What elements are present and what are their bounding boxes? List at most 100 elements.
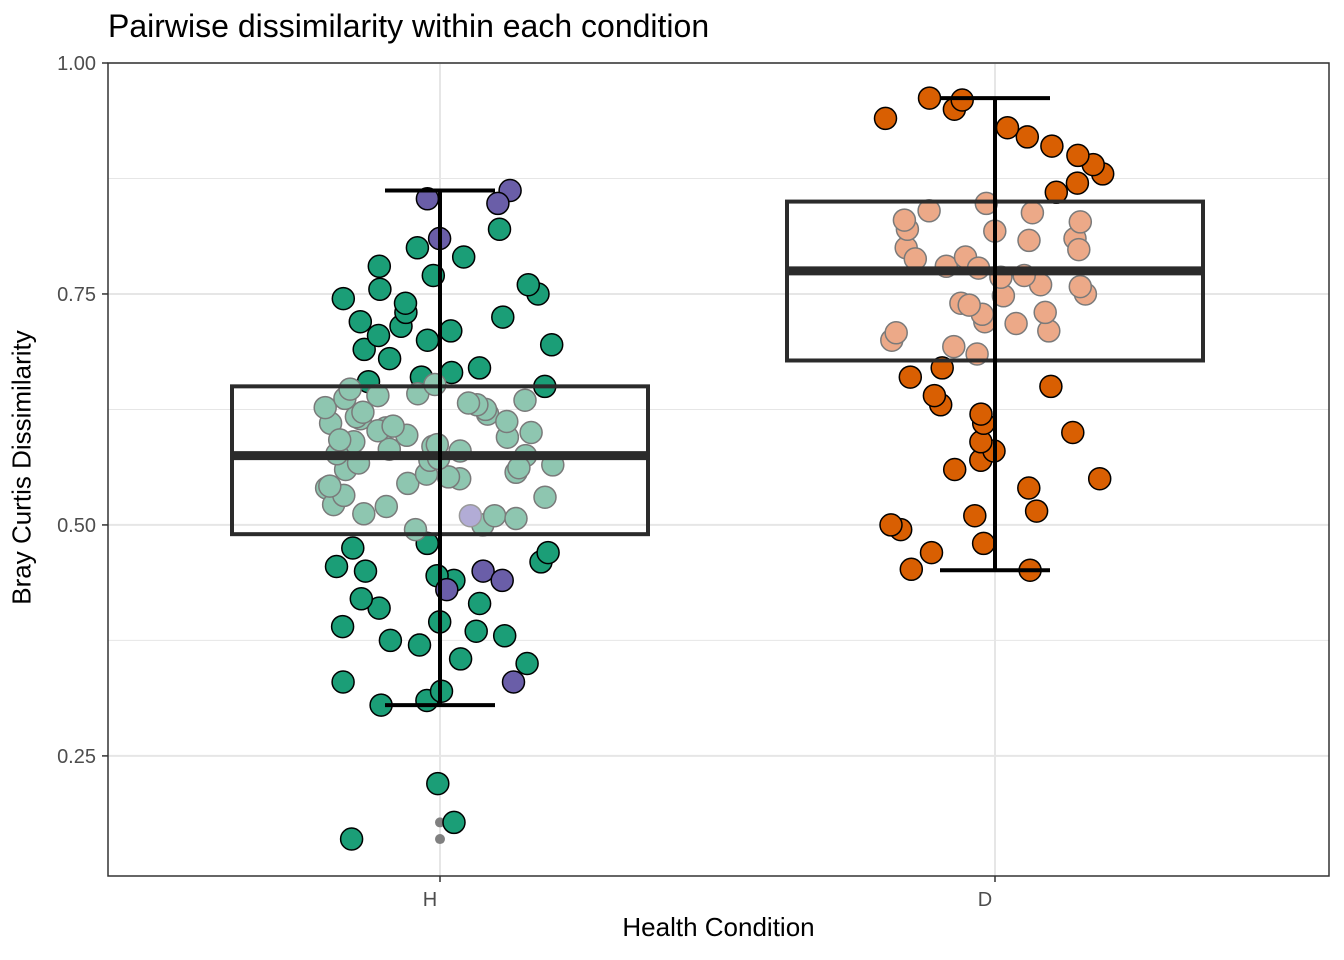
point-H-main-32	[352, 337, 376, 362]
point-H-main-24	[341, 536, 365, 560]
point-D-interior-b-2	[1004, 311, 1028, 336]
point-H-main-42	[331, 286, 356, 311]
outlier-H-2	[435, 834, 445, 845]
point-H-interior-b-0	[504, 506, 528, 531]
point-H-main-7	[515, 651, 539, 676]
point-H-main-34	[415, 328, 440, 352]
point-H-interior-2	[482, 503, 507, 528]
x-tick-label-D: D	[978, 889, 992, 911]
point-D-interior-b-11	[1017, 228, 1041, 253]
point-H-main-23	[536, 540, 560, 565]
point-H-interior-4	[533, 485, 557, 509]
point-D-interior-b-0	[942, 334, 966, 359]
point-H-main-44	[368, 277, 392, 302]
point-H-main-12	[464, 619, 488, 643]
point-D-main-30	[873, 106, 898, 131]
y-tick-label-1: 0.50	[57, 515, 96, 537]
y-tick-label-2: 0.75	[57, 284, 96, 306]
point-D-interior-4	[1033, 300, 1057, 325]
point-D-main-14	[1061, 420, 1085, 445]
point-H-interior-b-1	[352, 502, 376, 526]
y-tick-label-0: 0.25	[57, 746, 96, 768]
panel-border	[107, 62, 1330, 877]
point-H-interior-b-17	[495, 409, 519, 434]
x-axis-label: Health Condition	[622, 912, 815, 942]
point-H-interior-17	[519, 420, 543, 445]
point-H-interior-b-21	[456, 391, 481, 415]
x-tick-label-H: H	[423, 889, 437, 911]
point-D-main-9	[1087, 466, 1112, 491]
point-H-interior-b-16	[381, 414, 405, 438]
point-D-main-18	[922, 383, 947, 408]
point-H-interior-b-13	[327, 428, 352, 452]
point-H-interior-b-5	[436, 465, 461, 489]
point-D-interior-b-1	[884, 321, 908, 345]
point-D-main-23	[1065, 171, 1090, 195]
point-H-main-49	[405, 236, 430, 260]
point-D-main-10	[942, 457, 967, 482]
point-D-main-6	[963, 503, 987, 528]
point-H-main-20	[353, 559, 378, 583]
point-H-main-30	[467, 356, 492, 380]
point-H-interior-24	[513, 388, 537, 412]
point-H-highlight-8	[501, 670, 526, 694]
point-H-main-6	[331, 670, 355, 694]
point-D-main-8	[1017, 476, 1041, 500]
point-D-main-19	[1039, 374, 1063, 399]
point-D-main-7	[1024, 499, 1049, 523]
y-axis-label: Bray Curtis Dissimilarity	[6, 330, 37, 605]
outlier-H-1	[435, 817, 445, 828]
point-D-main-33	[917, 86, 942, 110]
point-H-main-9	[407, 633, 432, 657]
point-D-interior-b-13	[1068, 210, 1093, 234]
point-H-main-38	[348, 309, 373, 334]
point-H-interior-b-4	[318, 474, 342, 498]
point-H-interior-3	[374, 494, 399, 519]
point-H-interior-6	[396, 471, 420, 496]
point-D-interior-b-6	[1068, 274, 1093, 299]
y-tick-label-3: 1.00	[57, 53, 96, 75]
point-H-main-13	[330, 614, 355, 639]
point-H-main-2	[339, 827, 364, 851]
point-H-main-1	[442, 810, 466, 835]
point-H-highlight-1	[486, 191, 510, 216]
point-H-main-31	[377, 346, 402, 371]
point-D-main-2	[919, 540, 944, 565]
point-H-main-45	[516, 272, 541, 297]
point-H-main-48	[451, 245, 476, 269]
point-D-main-20	[898, 365, 923, 389]
point-H-main-11	[492, 624, 517, 648]
point-D-main-27	[1040, 134, 1064, 158]
point-D-interior-14	[892, 208, 917, 232]
point-H-highlight-6	[490, 568, 514, 593]
point-H-main-50	[487, 217, 512, 242]
point-H-main-36	[439, 319, 463, 343]
point-D-interior-b-10	[1067, 237, 1091, 262]
panel-background	[108, 63, 1329, 876]
point-H-main-17	[349, 587, 374, 611]
point-D-interior-b-14	[1020, 200, 1045, 225]
point-D-main-26	[1066, 143, 1090, 168]
point-H-main-47	[367, 254, 392, 279]
point-D-main-3	[971, 531, 996, 556]
point-H-main-10	[378, 628, 403, 653]
point-H-interior-0	[403, 517, 428, 542]
point-D-main-29	[995, 115, 1020, 140]
chart-title: Pairwise dissimilarity within each condi…	[108, 8, 710, 44]
point-H-interior-b-19	[351, 400, 375, 424]
point-D-main-5	[879, 513, 903, 537]
point-D-main-16	[969, 402, 993, 426]
point-H-main-16	[467, 591, 492, 616]
point-H-main-35	[366, 323, 391, 348]
point-H-main-21	[324, 554, 349, 579]
point-H-interior-b-24	[338, 377, 362, 401]
point-H-highlight-5	[471, 559, 495, 583]
point-D-main-28	[1015, 125, 1040, 149]
point-H-highlight-4	[458, 503, 483, 528]
point-D-interior-b-4	[957, 293, 981, 317]
point-H-main-33	[539, 333, 564, 357]
point-H-interior-b-20	[313, 395, 337, 420]
point-H-main-39	[491, 305, 515, 329]
